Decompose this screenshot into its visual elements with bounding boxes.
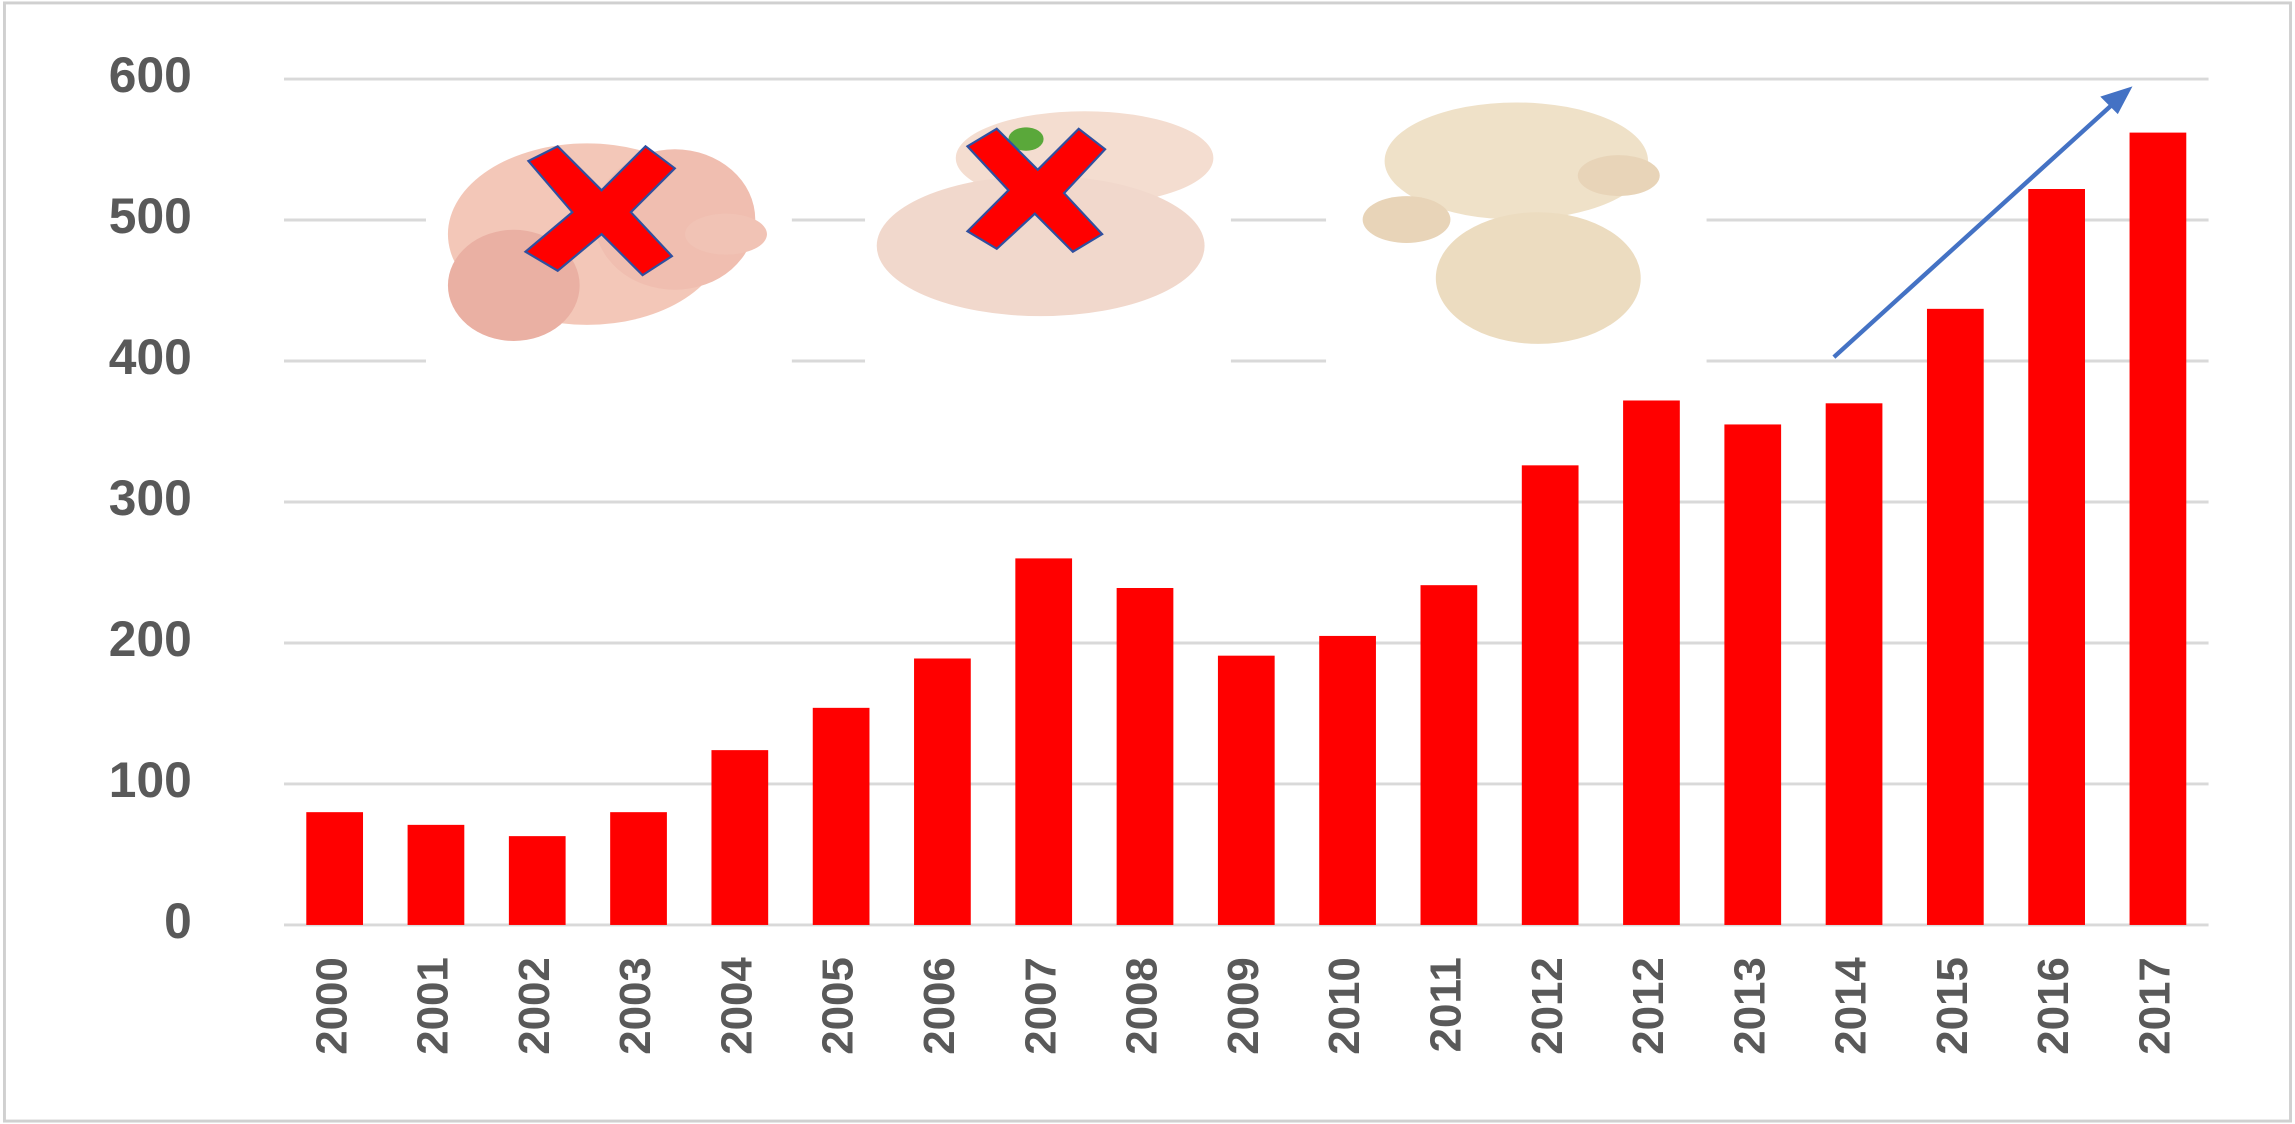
bar — [1015, 558, 1073, 925]
bar — [914, 658, 971, 925]
bar — [610, 812, 667, 925]
x-tick-label: 2002 — [510, 957, 559, 1055]
x-tick-label: 2007 — [1016, 957, 1065, 1055]
y-tick-label: 200 — [109, 611, 192, 667]
bar — [1623, 400, 1680, 925]
bar — [508, 836, 566, 925]
x-tick-label: 2006 — [915, 957, 964, 1055]
y-tick-label: 0 — [164, 893, 192, 949]
bar — [1116, 587, 1174, 925]
bar — [1420, 585, 1478, 925]
x-tick-label: 2017 — [2131, 957, 2180, 1055]
x-tick-label: 2016 — [2029, 957, 2078, 1055]
trend-arrow — [1832, 86, 2133, 359]
y-tick-label: 400 — [109, 329, 192, 385]
x-tick-label: 2005 — [814, 957, 863, 1055]
x-tick-label: 2011 — [1421, 957, 1470, 1052]
x-tick-label: 2003 — [611, 957, 660, 1055]
x-tick-label: 2010 — [1320, 957, 1369, 1055]
bar — [1926, 308, 1984, 925]
bar — [306, 812, 364, 925]
bar — [2028, 189, 2085, 925]
bar — [407, 824, 465, 925]
y-tick-label: 300 — [109, 470, 192, 526]
bar — [1217, 655, 1275, 925]
bar — [1724, 424, 1782, 925]
x-tick-label: 2004 — [712, 957, 761, 1055]
bar — [812, 707, 870, 925]
x-tick-label: 2009 — [1219, 957, 1268, 1055]
bars: 0 100 200 300 400 500 600 2000 2001 2002 2003 2004 2… — [109, 47, 2187, 1055]
x-tick-label: 2001 — [409, 957, 458, 1055]
x-tick-label: 2014 — [1827, 957, 1876, 1055]
bar — [711, 750, 769, 925]
x-tick-label: 2012 — [1624, 957, 1673, 1055]
bar — [2129, 132, 2187, 925]
y-tick-label: 500 — [109, 188, 192, 244]
x-tick-label: 2008 — [1118, 957, 1167, 1055]
bar — [1521, 465, 1579, 925]
x-tick-label: 2012 — [1523, 957, 1572, 1055]
x-tick-label: 2013 — [1725, 957, 1774, 1055]
y-tick-label: 100 — [109, 752, 192, 808]
y-tick-label: 600 — [109, 47, 192, 103]
decor — [425, 80, 2133, 366]
x-tick-label: 2015 — [1928, 957, 1977, 1055]
cross-mark — [523, 144, 677, 277]
bar — [1825, 403, 1883, 925]
leg-quarter-image — [1362, 102, 1660, 344]
bar — [1319, 635, 1376, 925]
x-tick-label: 2000 — [307, 957, 356, 1055]
cross-mark — [965, 127, 1107, 254]
